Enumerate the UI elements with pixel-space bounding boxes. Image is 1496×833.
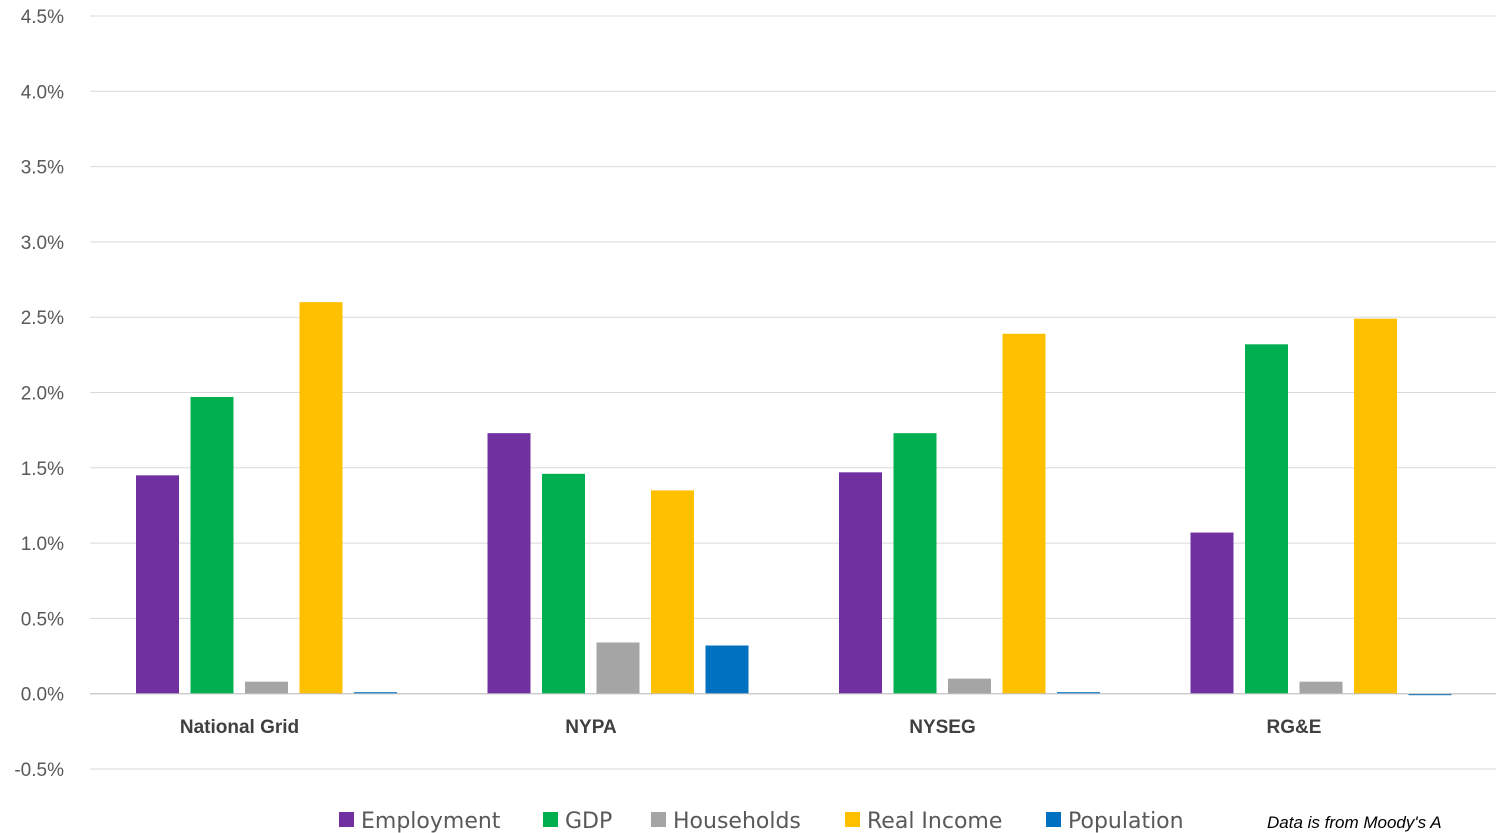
legend-swatch [845,812,860,827]
y-tick-label: 4.0% [21,82,64,103]
y-tick-label: 1.0% [21,534,64,555]
category-label: NYPA [565,717,617,738]
legend-swatch [543,812,558,827]
bar-real-income [299,302,343,694]
source-note: Data is from Moody's A [1267,813,1442,832]
y-tick-label: 0.5% [21,609,64,630]
category-label: National Grid [180,717,299,738]
bar-employment [1190,532,1234,694]
legend-label: Households [673,809,801,833]
y-tick-label: 3.0% [21,233,64,254]
category-labels: National Grid NYPA NYSEG RG&E [180,717,1322,738]
legend-swatch [651,812,666,827]
legend-label: Employment [361,809,501,833]
legend-swatch [339,812,354,827]
y-axis-tick-labels: -0.5% 0.0% 0.5% 1.0% 1.5% 2.0% 2.5% 3.0% 3.5% 4.0… [14,7,64,781]
y-tick-label: 1.5% [21,459,64,480]
y-tick-label: 3.5% [21,158,64,179]
bar-gdp [893,433,937,694]
bar-population [705,645,749,694]
y-tick-label: 4.5% [21,7,64,28]
legend-label: Real Income [867,809,1002,833]
bar-population [1057,692,1100,694]
bar-gdp [1245,344,1288,694]
legend-swatch [1046,812,1061,827]
bar-employment [839,472,882,694]
bar-real-income [651,490,694,694]
bar-households [1299,681,1343,694]
legend-label: GDP [565,809,612,833]
bar-real-income [1002,333,1046,694]
bar-households [245,681,288,694]
y-tick-label: -0.5% [14,760,64,781]
legend-label: Population [1068,809,1184,833]
bar-employment [487,433,531,694]
bar-gdp [190,397,234,694]
bars [136,302,1452,696]
bar-households [596,642,640,694]
category-label: RG&E [1267,717,1322,738]
bar-gdp [542,473,585,694]
y-tick-label: 0.0% [21,685,64,706]
bar-employment [136,475,179,694]
legend: Employment GDP Households Real Income Popula… [339,809,1184,833]
y-tick-label: 2.0% [21,384,64,405]
bar-population [1408,693,1452,696]
bar-population [354,692,397,694]
y-tick-label: 2.5% [21,308,64,329]
category-label: NYSEG [909,717,976,738]
bar-real-income [1354,318,1397,694]
bar-households [948,678,991,694]
